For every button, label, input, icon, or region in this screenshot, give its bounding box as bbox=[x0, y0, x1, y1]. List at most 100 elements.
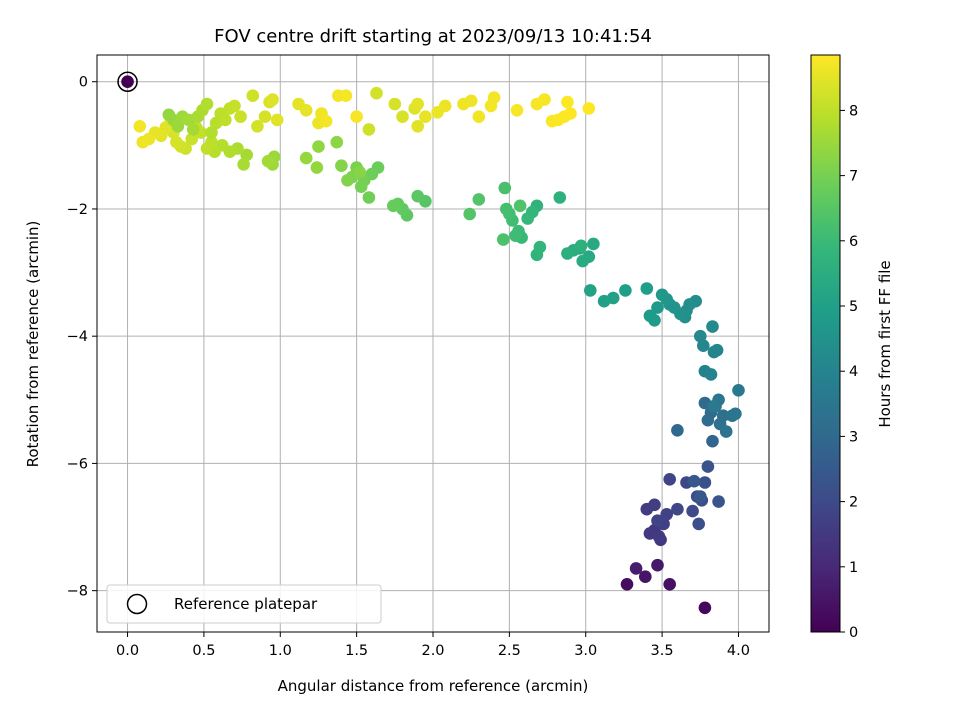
scatter-point bbox=[353, 165, 367, 179]
y-tick-label: −4 bbox=[67, 329, 88, 345]
scatter-point bbox=[419, 110, 432, 123]
scatter-point bbox=[246, 89, 260, 102]
scatter-point bbox=[335, 159, 348, 172]
colorbar-tick-label: 5 bbox=[849, 299, 858, 315]
scatter-point bbox=[487, 91, 501, 104]
colorbar-tick-label: 4 bbox=[849, 364, 858, 380]
scatter-point bbox=[648, 498, 661, 512]
scatter-point bbox=[704, 368, 718, 381]
scatter-point bbox=[171, 120, 185, 133]
scatter-point bbox=[706, 434, 719, 448]
scatter-point bbox=[261, 154, 275, 168]
scatter-point bbox=[240, 148, 253, 162]
colorbar-gradient bbox=[811, 55, 840, 632]
scatter-point bbox=[574, 239, 588, 253]
scatter-point bbox=[710, 343, 724, 357]
scatter-point bbox=[510, 104, 524, 117]
scatter-point bbox=[387, 199, 400, 213]
scatter-point bbox=[411, 120, 425, 133]
scatter-point bbox=[200, 97, 214, 111]
scatter-point bbox=[716, 409, 730, 423]
scatter-points bbox=[133, 86, 745, 615]
scatter-point bbox=[341, 174, 354, 187]
scatter-point bbox=[237, 158, 250, 171]
x-tick-label: 2.0 bbox=[421, 643, 444, 659]
scatter-point bbox=[694, 490, 707, 503]
scatter-point bbox=[671, 424, 684, 437]
scatter-point bbox=[576, 254, 589, 268]
y-axis-ticks: 0 −2 −4 −6 −8 bbox=[67, 75, 97, 600]
y-tick-label: −8 bbox=[67, 584, 88, 600]
scatter-point bbox=[640, 282, 654, 295]
scatter-point bbox=[299, 151, 313, 165]
colorbar: 0 1 2 3 4 5 6 7 8 Hours from first FF file bbox=[810, 54, 894, 641]
scatter-point bbox=[655, 288, 669, 302]
scatter-point bbox=[464, 94, 478, 108]
scatter-point bbox=[411, 97, 425, 111]
scatter-point bbox=[651, 558, 664, 572]
scatter-point bbox=[185, 132, 198, 146]
x-tick-label: 0.5 bbox=[192, 643, 215, 659]
scatter-point bbox=[170, 135, 183, 149]
reference-point bbox=[121, 75, 134, 89]
scatter-point bbox=[509, 229, 522, 242]
scatter-point bbox=[251, 120, 264, 133]
scatter-point bbox=[729, 407, 742, 421]
scatter-point bbox=[200, 142, 214, 155]
scatter-point bbox=[339, 89, 353, 102]
scatter-point bbox=[561, 95, 574, 109]
scatter-point bbox=[411, 189, 425, 203]
scatter-point bbox=[498, 181, 512, 195]
scatter-point bbox=[330, 135, 344, 149]
scatter-point bbox=[639, 570, 652, 583]
scatter-point bbox=[388, 97, 402, 111]
scatter-point bbox=[660, 508, 673, 521]
x-tick-label: 0.0 bbox=[116, 643, 139, 659]
colorbar-tick-label: 3 bbox=[849, 429, 858, 445]
chart-title: FOV centre drift starting at 2023/09/13 … bbox=[214, 26, 652, 47]
scatter-point bbox=[584, 284, 597, 297]
scatter-point bbox=[712, 495, 725, 508]
scatter-point bbox=[258, 110, 272, 123]
scatter-point bbox=[205, 126, 218, 139]
colorbar-tick-label: 7 bbox=[849, 169, 858, 185]
y-tick-label: −2 bbox=[67, 202, 88, 218]
scatter-point bbox=[686, 504, 699, 518]
scatter-point bbox=[500, 202, 513, 216]
scatter-point bbox=[698, 476, 712, 489]
scatter-point bbox=[310, 161, 324, 174]
x-tick-label: 1.0 bbox=[269, 643, 292, 659]
x-axis-title: Angular distance from reference (arcmin) bbox=[278, 677, 589, 695]
reference-ring bbox=[117, 71, 138, 92]
scatter-point bbox=[521, 212, 534, 225]
scatter-point bbox=[671, 502, 684, 516]
scatter-point bbox=[707, 399, 721, 413]
scatter-point bbox=[651, 514, 664, 527]
scatter-point bbox=[701, 460, 715, 473]
scatter-point bbox=[228, 99, 241, 113]
scatter-point bbox=[619, 284, 632, 297]
scatter-point bbox=[234, 110, 247, 123]
scatter-point bbox=[533, 240, 547, 254]
x-tick-label: 2.5 bbox=[498, 643, 521, 659]
scatter-point bbox=[719, 425, 733, 438]
scatter-point bbox=[312, 140, 325, 153]
scatter-point bbox=[663, 578, 676, 591]
legend-marker bbox=[126, 593, 148, 615]
scatter-point bbox=[438, 99, 452, 113]
scatter-point bbox=[697, 339, 710, 353]
scatter-point bbox=[706, 320, 719, 333]
scatter-point bbox=[463, 207, 477, 221]
scatter-point bbox=[582, 102, 596, 115]
legend-label: Reference platepar bbox=[174, 595, 318, 613]
scatter-point bbox=[553, 191, 567, 204]
colorbar-tick-label: 1 bbox=[849, 560, 858, 576]
x-tick-label: 3.5 bbox=[651, 643, 674, 659]
legend-box bbox=[106, 584, 382, 624]
scatter-point bbox=[564, 107, 577, 120]
scatter-point bbox=[663, 473, 676, 486]
scatter-point bbox=[186, 123, 200, 136]
scatter-point bbox=[362, 123, 376, 136]
colorbar-tick-label: 6 bbox=[849, 234, 858, 250]
scatter-point bbox=[538, 93, 551, 106]
